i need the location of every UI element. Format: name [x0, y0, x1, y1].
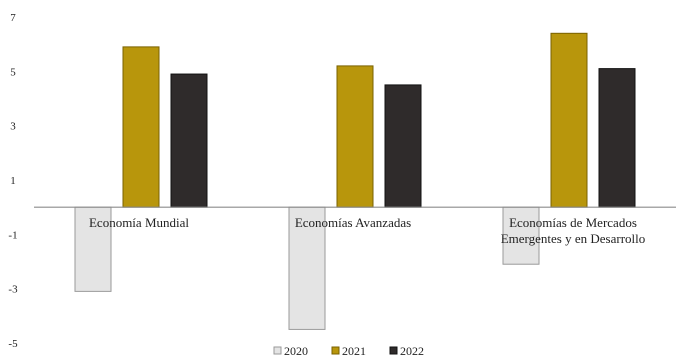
bar-2021-1	[336, 65, 374, 208]
y-tick-label: 7	[10, 12, 16, 24]
bar-2021-2	[550, 32, 588, 208]
bar-2022-2	[598, 68, 636, 208]
legend-swatch-2020	[273, 346, 282, 355]
legend-label: 2020	[284, 344, 308, 358]
bar-2020-1	[288, 206, 326, 330]
bar-2020-0	[74, 206, 112, 292]
y-tick-label: -5	[8, 338, 18, 350]
y-tick-label: 5	[10, 66, 16, 78]
category-label: Economías Avanzadas	[295, 215, 411, 230]
bar-2021-0	[122, 46, 160, 208]
category-label: Economía Mundial	[89, 215, 189, 230]
bar-2022-0	[170, 73, 208, 208]
y-tick-label: 3	[10, 121, 16, 133]
category-label: Emergentes y en Desarrollo	[501, 231, 646, 246]
y-tick-label: -1	[8, 229, 17, 241]
y-tick-label: 1	[10, 175, 16, 187]
legend-swatch-2022	[389, 346, 398, 355]
y-tick-label: -3	[8, 284, 18, 296]
legend-label: 2022	[400, 344, 424, 358]
bar-2022-1	[384, 84, 422, 208]
legend-label: 2021	[342, 344, 366, 358]
legend-swatch-2021	[331, 346, 340, 355]
category-label: Economías de Mercados	[509, 215, 637, 230]
